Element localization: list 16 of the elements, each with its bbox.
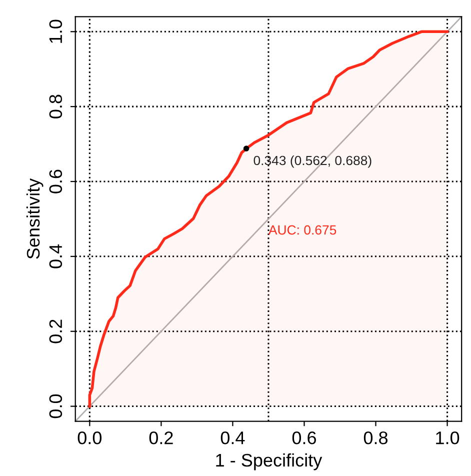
y-tick-label: 0.2 bbox=[49, 320, 62, 344]
x-tick-label: 1.0 bbox=[436, 431, 460, 444]
x-tick-label: 0.8 bbox=[364, 431, 388, 444]
x-tick-label: 0.6 bbox=[292, 431, 316, 444]
y-tick-label: 1.0 bbox=[49, 20, 62, 43]
annotation: 0.343 (0.562, 0.688) bbox=[254, 155, 372, 168]
y-axis-title: Sensitivity bbox=[26, 178, 44, 259]
x-tick-label: 0.2 bbox=[149, 431, 173, 444]
y-tick-label: 0.8 bbox=[49, 94, 62, 118]
y-tick-label: 0.4 bbox=[49, 244, 62, 268]
x-tick-label: 0.0 bbox=[78, 431, 102, 444]
y-tick-label: 0.0 bbox=[49, 394, 62, 418]
x-axis-title: 1 - Specificity bbox=[216, 453, 322, 470]
x-tick-label: 0.4 bbox=[220, 431, 245, 444]
y-tick-label: 0.6 bbox=[49, 170, 62, 194]
annotation: AUC: 0.675 bbox=[268, 225, 336, 235]
